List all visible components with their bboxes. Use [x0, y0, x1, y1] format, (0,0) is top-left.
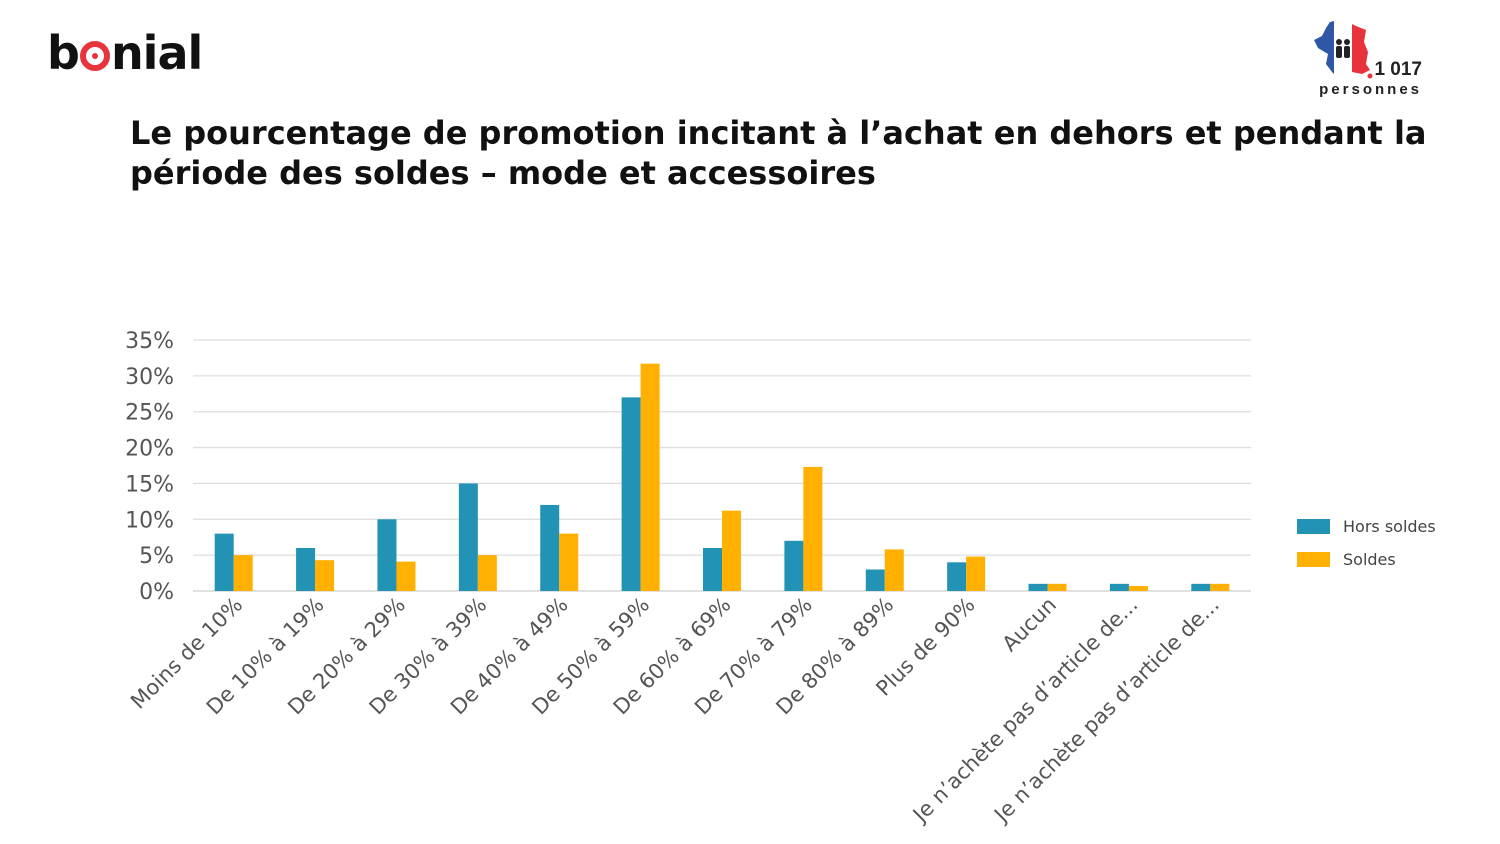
y-tick-label: 15% — [125, 472, 174, 497]
y-tick-label: 0% — [139, 580, 174, 605]
bar-soldes — [803, 466, 823, 591]
x-axis-ticks: Moins de 10%De 10% à 19%De 20% à 29%De 3… — [126, 593, 1224, 828]
respondents-badge: 1 017 personnes — [1302, 18, 1422, 100]
x-tick-label: Aucun — [998, 593, 1062, 657]
bar-hors-soldes — [1191, 583, 1211, 591]
logo-target-icon — [79, 41, 110, 71]
bar-soldes — [1128, 585, 1148, 591]
bar-soldes — [1047, 583, 1067, 591]
bar-hors-soldes — [784, 540, 804, 591]
bonial-logo: b nial — [47, 30, 203, 76]
bar-soldes — [966, 556, 986, 591]
y-tick-label: 25% — [125, 401, 174, 426]
bar-soldes — [722, 510, 741, 591]
legend-swatch — [1297, 519, 1330, 534]
y-tick-label: 10% — [125, 508, 174, 533]
respondents-label: personnes — [1319, 81, 1422, 98]
bar-hors-soldes — [703, 547, 722, 591]
france-map-people-icon — [1314, 20, 1373, 79]
y-tick-label: 30% — [125, 365, 174, 390]
bar-soldes — [559, 533, 579, 591]
bar-soldes — [640, 363, 660, 591]
legend-swatch — [1297, 552, 1330, 567]
logo-b: b — [47, 26, 80, 80]
y-tick-label: 5% — [139, 544, 174, 569]
bar-hors-soldes — [1109, 583, 1129, 591]
bar-soldes — [396, 561, 416, 591]
y-axis-ticks: 0% 5% 10% 15% 20% 25% 30% 35% — [125, 329, 174, 605]
gridlines — [193, 339, 1251, 592]
bar-hors-soldes — [377, 519, 397, 591]
bar-soldes — [1210, 583, 1230, 591]
bar-hors-soldes — [458, 483, 478, 591]
bar-hors-soldes — [947, 562, 967, 591]
bar-hors-soldes — [621, 397, 641, 591]
y-tick-label: 20% — [125, 437, 174, 462]
logo-rest: nial — [110, 26, 203, 80]
respondents-count: 1 017 — [1374, 59, 1422, 80]
legend: Hors soldes Soldes — [1297, 517, 1436, 569]
bar-hors-soldes — [296, 547, 316, 591]
page-title: Le pourcentage de promotion incitant à l… — [130, 114, 1427, 192]
bar-hors-soldes — [1028, 583, 1048, 591]
bar-soldes — [233, 555, 253, 591]
bar-hors-soldes — [214, 533, 234, 591]
bar-soldes — [315, 560, 335, 591]
legend-label: Soldes — [1343, 550, 1396, 569]
bar-soldes — [477, 555, 497, 591]
bar-hors-soldes — [865, 569, 885, 591]
bars — [214, 363, 1230, 591]
y-tick-label: 35% — [125, 329, 174, 354]
legend-label: Hors soldes — [1343, 517, 1436, 536]
bar-hors-soldes — [540, 504, 560, 591]
bar-soldes — [884, 549, 904, 591]
